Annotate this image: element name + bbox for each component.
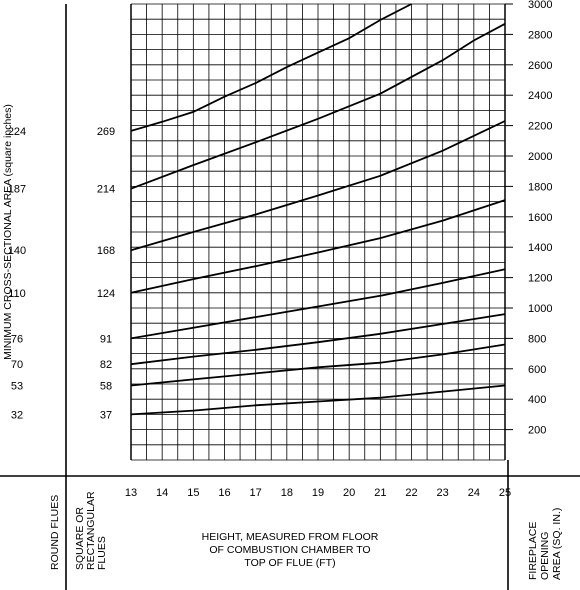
right-tick-label: 800 [528, 333, 546, 345]
fireplace-area-label: FIREPLACE [527, 522, 539, 580]
right-tick-label: 2200 [528, 121, 552, 133]
square-flues-label: FLUES [96, 536, 108, 570]
round-flue-label: 76 [11, 333, 23, 345]
square-flue-label: 37 [100, 409, 112, 421]
x-tick-label: 17 [250, 487, 262, 499]
x-tick-label: 13 [125, 487, 137, 499]
square-flue-label: 124 [97, 288, 115, 300]
x-tick-label: 20 [343, 487, 355, 499]
right-tick-label: 1600 [528, 212, 552, 224]
square-flue-label: 58 [100, 381, 112, 393]
series-line [130, 199, 506, 294]
x-tick-label: 24 [468, 487, 480, 499]
y-axis-label: MINIMUM CROSS-SECTIONAL AREA (square inc… [2, 104, 14, 360]
square-flues-label: SQUARE OR [74, 507, 86, 570]
right-tick-label: 1000 [528, 303, 552, 315]
labels: 200 400 600 800 1000 1200 1400 1600 1800 2000 2200… [2, 0, 563, 580]
right-tick-label: 1200 [528, 273, 552, 285]
right-tick-label: 400 [528, 394, 546, 406]
round-flue-label: 32 [11, 409, 23, 421]
round-flue-label: 70 [11, 359, 23, 371]
square-flues-label: RECTANGULAR [85, 491, 97, 570]
right-tick-label: 1400 [528, 242, 552, 254]
square-flue-label: 269 [97, 126, 115, 138]
series-line [130, 313, 506, 366]
right-tick-label: 600 [528, 364, 546, 376]
x-tick-label: 16 [218, 487, 230, 499]
x-tick-label: 22 [405, 487, 417, 499]
right-tick-label: 2600 [528, 60, 552, 72]
round-flue-label: 187 [8, 184, 26, 196]
x-axis-label: HEIGHT, MEASURED FROM FLOOR [202, 531, 379, 543]
round-flue-label: 53 [11, 381, 23, 393]
right-tick-label: 3000 [528, 0, 552, 11]
frame [0, 3, 580, 590]
right-tick-label: 2800 [528, 29, 552, 41]
round-flue-label: 224 [8, 126, 26, 138]
series-line [130, 384, 506, 416]
x-tick-label: 14 [156, 487, 168, 499]
x-tick-label: 25 [499, 487, 511, 499]
x-tick-label: 23 [437, 487, 449, 499]
right-tick-label: 2400 [528, 90, 552, 102]
right-tick-label: 2000 [528, 151, 552, 163]
series-line [130, 268, 506, 340]
series-line [130, 3, 412, 132]
square-flue-label: 82 [100, 359, 112, 371]
series-line [130, 23, 506, 190]
x-axis-label: TOP OF FLUE (FT) [244, 557, 335, 569]
right-tick-label: 1800 [528, 181, 552, 193]
x-tick-label: 21 [374, 487, 386, 499]
square-flue-label: 91 [100, 333, 112, 345]
square-flue-label: 214 [97, 184, 115, 196]
x-axis-label: OF COMBUSTION CHAMBER TO [209, 544, 370, 556]
fireplace-area-label: OPENING [539, 532, 551, 580]
x-tick-label: 19 [312, 487, 324, 499]
x-tick-label: 18 [281, 487, 293, 499]
series-lines [130, 3, 506, 416]
right-tick-label: 200 [528, 425, 546, 437]
series-line [130, 343, 506, 387]
round-flue-label: 110 [8, 288, 26, 300]
round-flues-label: ROUND FLUES [49, 495, 61, 570]
x-tick-label: 15 [187, 487, 199, 499]
fireplace-area-label: AREA (SQ. IN.) [551, 508, 563, 580]
round-flue-label: 140 [8, 245, 26, 257]
square-flue-label: 168 [97, 245, 115, 257]
series-line [130, 120, 506, 252]
